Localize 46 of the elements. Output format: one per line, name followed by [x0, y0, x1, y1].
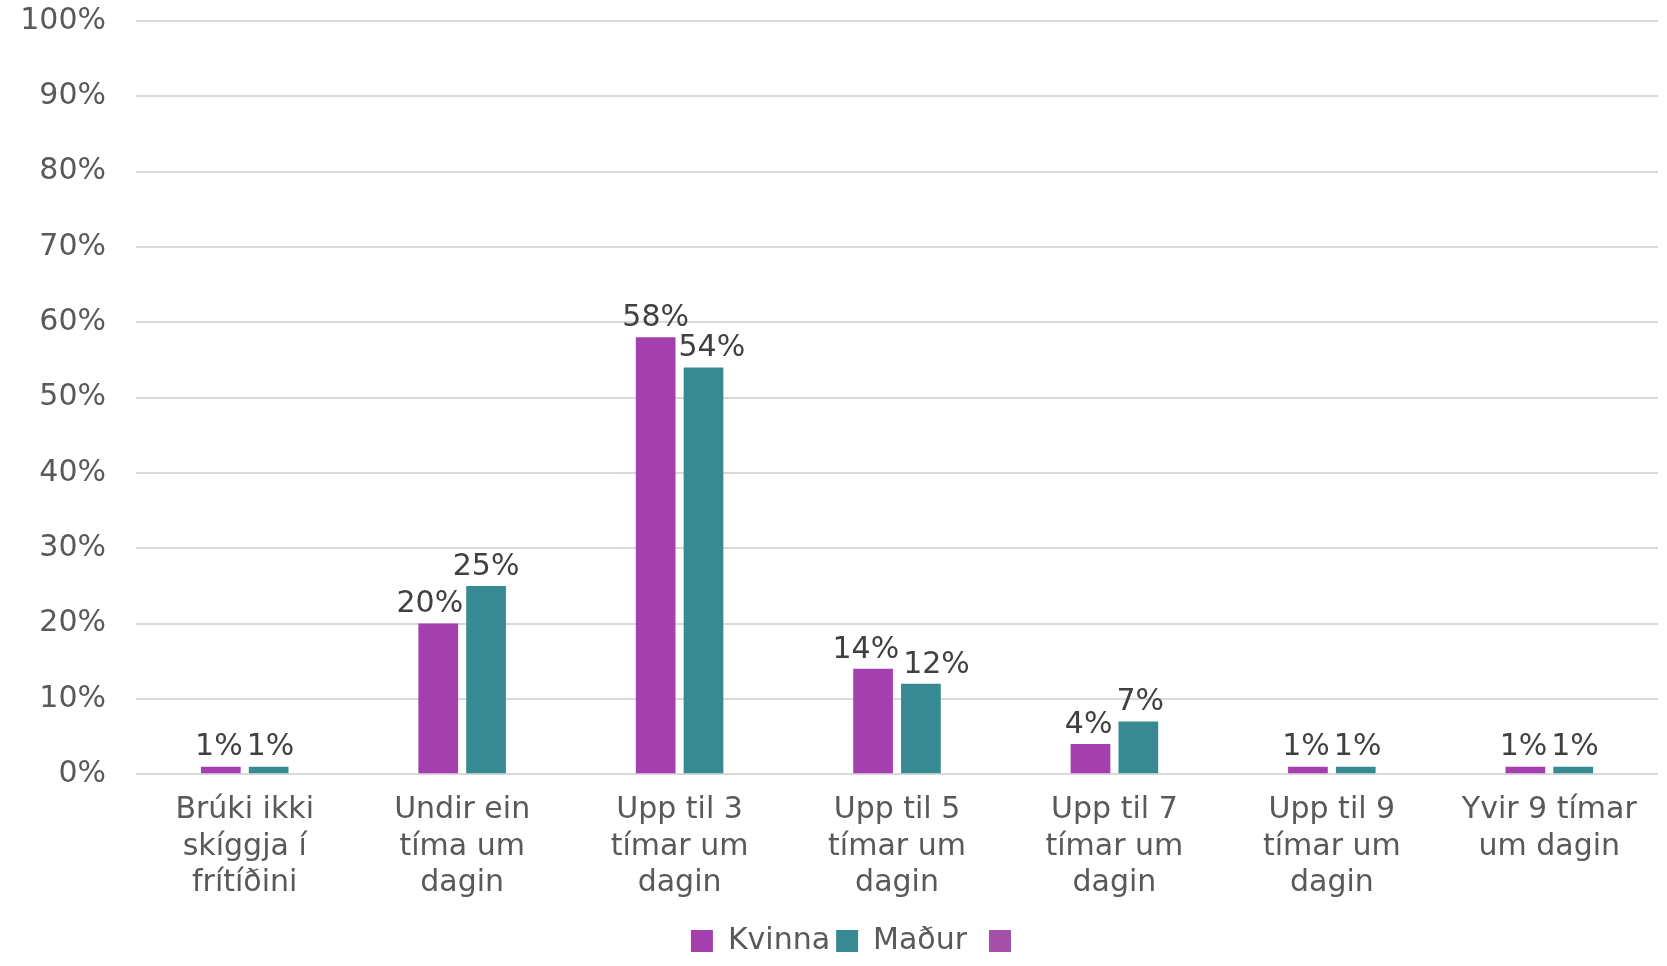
bar [901, 683, 941, 774]
bar [1288, 766, 1328, 774]
y-tick-label: 0% [58, 754, 106, 789]
data-label: 7% [1116, 682, 1165, 718]
y-tick-label: 40% [39, 452, 106, 488]
x-tick-label: Upp til 3 tímar um dagin [610, 790, 749, 899]
bar [1118, 721, 1159, 774]
data-label: 1% [246, 727, 295, 763]
y-tick-label: 60% [39, 302, 106, 338]
x-tick-label: Yvir 9 tímar um dagin [1460, 790, 1638, 862]
y-tick-label: 70% [39, 226, 106, 262]
y-tick-label: 50% [39, 377, 106, 413]
y-tick-label: 90% [39, 76, 106, 112]
bar [1553, 766, 1594, 774]
data-label: 1% [195, 727, 243, 763]
data-label: 20% [396, 584, 464, 620]
data-label: 1% [1333, 727, 1382, 763]
bar [683, 367, 724, 774]
legend-label: Kvinna [727, 920, 831, 956]
bar [1070, 744, 1111, 774]
y-tick-label: 80% [39, 151, 106, 187]
y-tick-label: 10% [39, 678, 106, 714]
legend-label: Maður [873, 920, 968, 956]
y-tick-label: 30% [39, 528, 106, 564]
x-tick-label: Undir ein tíma um dagin [394, 790, 531, 899]
bar [1335, 766, 1376, 774]
x-tick-label: Upp til 5 tímar um dagin [828, 790, 966, 899]
data-label: 4% [1064, 704, 1113, 740]
data-label: 12% [903, 644, 970, 680]
bar [853, 668, 893, 774]
bar [248, 766, 289, 774]
data-label: 25% [452, 546, 520, 582]
y-tick-label: 100% [20, 0, 106, 36]
x-tick-label: Brúki ikki skíggja í frítíðini [175, 790, 315, 899]
bar [200, 766, 241, 774]
data-label: 1% [1551, 727, 1599, 763]
x-tick-label: Upp til 9 tímar um dagin [1262, 790, 1401, 899]
x-tick-label: Upp til 7 tímar um dagin [1045, 790, 1184, 899]
y-tick-label: 20% [39, 603, 106, 639]
bar [466, 585, 506, 774]
bar [418, 623, 459, 774]
data-label: 14% [832, 629, 900, 665]
data-label: 1% [1499, 727, 1548, 763]
data-label: 1% [1282, 727, 1330, 763]
bar [635, 337, 676, 774]
bar [1505, 766, 1546, 774]
